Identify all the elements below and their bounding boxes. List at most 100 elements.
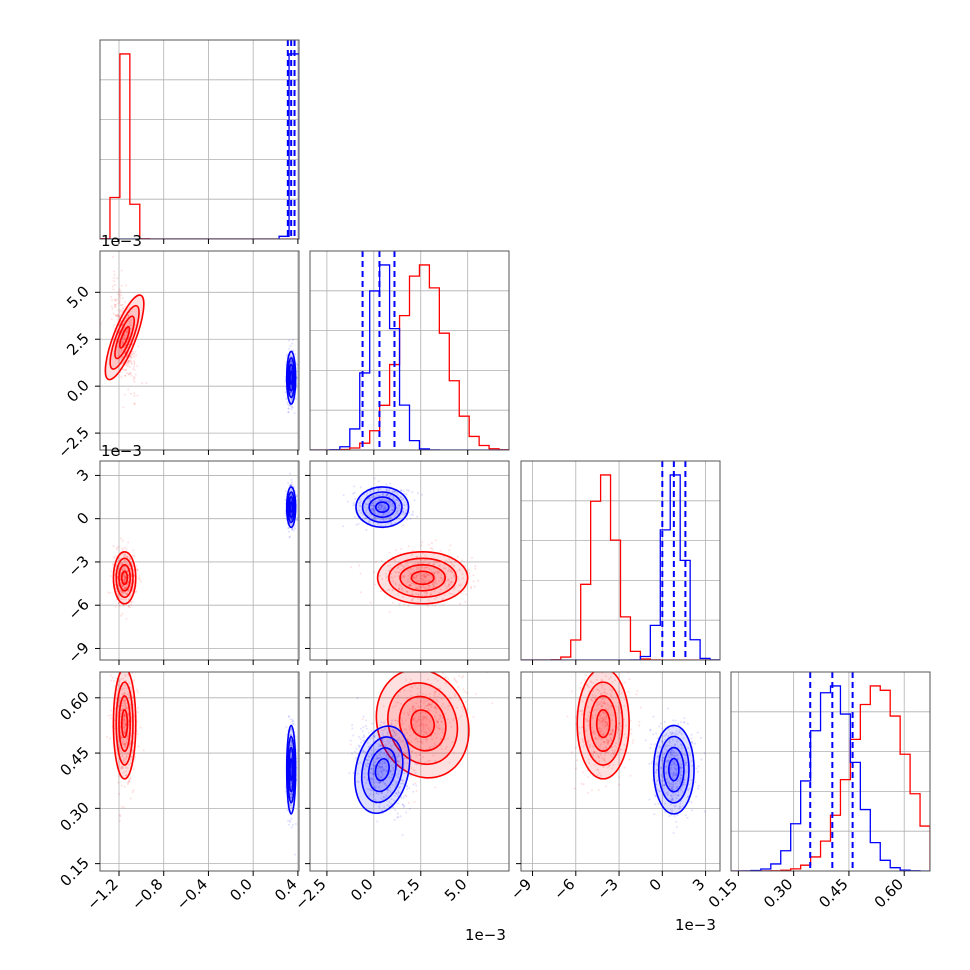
scatter-point [442, 702, 445, 705]
scatter-point [630, 732, 633, 735]
scatter-point [423, 581, 426, 584]
scatter-point [453, 573, 456, 576]
scatter-point [390, 798, 393, 801]
scatter-point [290, 782, 293, 785]
scatter-point [448, 549, 451, 552]
scatter-point [121, 584, 124, 587]
scatter-point [121, 755, 124, 758]
scatter-point [124, 729, 127, 732]
scatter-point [629, 774, 632, 777]
scatter-point [123, 336, 126, 339]
scatter-point [374, 516, 377, 519]
scatter-point [385, 493, 388, 496]
scatter-point [397, 517, 400, 520]
scatter-point [397, 588, 400, 591]
scatter-point [422, 585, 425, 588]
scatter-point [126, 736, 129, 739]
scatter-point [288, 535, 291, 538]
scatter-point [383, 753, 386, 756]
scatter-point [121, 540, 124, 543]
scatter-point [401, 595, 404, 598]
scatter-point [128, 588, 131, 591]
scatter-point [426, 587, 429, 590]
scatter-point [605, 725, 608, 728]
scatter-point [382, 722, 385, 725]
scatter-point [434, 705, 437, 708]
scatter-point [598, 772, 601, 775]
scatter-point [133, 403, 136, 406]
scatter-point [382, 493, 385, 496]
scatter-point [123, 691, 126, 694]
scatter-point [597, 719, 600, 722]
scatter-point [411, 549, 414, 552]
scatter-point [372, 781, 375, 784]
scatter-point [352, 772, 355, 775]
scatter-point [423, 573, 426, 576]
scatter-point [124, 592, 127, 595]
scatter-point [128, 666, 130, 668]
scatter-point [605, 738, 608, 741]
scatter-point [404, 794, 407, 797]
scatter-point [394, 704, 397, 707]
scatter-point [397, 587, 400, 590]
scatter-point [593, 708, 596, 711]
scatter-point [383, 509, 386, 512]
scatter-point [433, 742, 436, 745]
scatter-point [380, 771, 383, 774]
scatter-point [125, 317, 128, 320]
scatter-point [372, 496, 375, 499]
scatter-point [126, 315, 129, 318]
scatter-point [609, 736, 612, 739]
scatter-point [365, 781, 368, 784]
scatter-point [424, 586, 427, 589]
scatter-point [435, 711, 438, 714]
scatter-point [129, 322, 132, 325]
scatter-point [381, 773, 384, 776]
scatter-point [120, 304, 123, 307]
scatter-point [124, 598, 127, 601]
scatter-point [367, 755, 370, 758]
scatter-point [449, 581, 452, 584]
panel-content [566, 672, 706, 835]
scatter-point [406, 518, 409, 521]
scatter-point [116, 298, 119, 301]
scatter-point [128, 362, 131, 365]
scatter-point [373, 509, 376, 512]
scatter-point [594, 695, 597, 698]
scatter-point [417, 725, 420, 728]
scatter-point [409, 584, 412, 587]
scatter-point [425, 704, 428, 707]
scatter-point [402, 782, 405, 785]
scatter-point [131, 791, 134, 794]
scatter-point [122, 592, 125, 595]
scatter-point [609, 713, 612, 716]
scatter-point [424, 693, 427, 696]
scatter-point [113, 719, 116, 722]
scatter-point [287, 715, 290, 718]
scatter-point [396, 506, 399, 509]
scatter-point [405, 795, 408, 798]
scatter-point [123, 554, 126, 557]
scatter-point [439, 737, 442, 740]
scatter-point [438, 693, 441, 696]
scatter-point [394, 514, 397, 517]
scatter-point [130, 318, 133, 321]
scatter-point [394, 548, 397, 551]
scatter-point [393, 731, 396, 734]
scatter-point [406, 762, 409, 765]
scatter-point [363, 776, 366, 779]
scatter-point [377, 745, 380, 748]
scatter-point [401, 575, 404, 578]
scatter-point [449, 721, 452, 724]
scatter-point [384, 728, 387, 731]
panel-0-0 [99, 39, 300, 244]
scatter-point [291, 722, 294, 725]
scatter-point [598, 756, 601, 759]
scatter-point [399, 815, 402, 818]
scatter-point [378, 508, 381, 511]
scatter-point [373, 786, 376, 789]
y-tick-label: 0.60 [56, 688, 92, 724]
scatter-point [122, 721, 125, 724]
scatter-point [290, 398, 293, 401]
scatter-point [374, 512, 377, 515]
